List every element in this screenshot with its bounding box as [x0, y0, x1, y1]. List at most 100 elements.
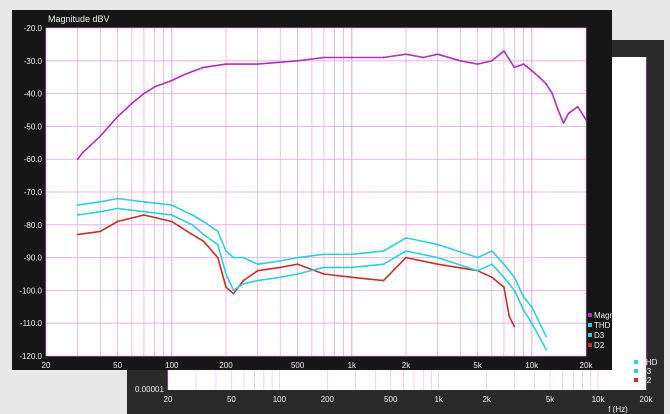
data-point-magn — [551, 92, 554, 95]
data-point-thd — [216, 230, 219, 233]
data-point-d2 — [242, 279, 245, 282]
data-point-d3 — [225, 273, 227, 275]
data-point-d3 — [530, 322, 533, 325]
x-tick-label: 20 — [42, 361, 51, 370]
x-tick-label: 100 — [165, 361, 179, 370]
data-point-d3 — [545, 348, 547, 351]
y-tick-label: -90.0 — [24, 254, 43, 263]
x-tick-label: 50 — [113, 361, 122, 370]
data-point-thd — [202, 220, 205, 223]
data-point-magn — [538, 76, 541, 79]
legend-label: D2 — [594, 341, 605, 350]
y-tick-label: -120.0 — [19, 352, 42, 361]
back-x-tick-label: 10k — [592, 395, 606, 404]
data-point-d3 — [99, 210, 102, 213]
data-point-magn — [99, 135, 102, 138]
y-tick-label: -30.0 — [24, 57, 43, 66]
series-line-d3 — [77, 207, 547, 350]
data-point-magn — [576, 105, 579, 108]
data-point-d3 — [76, 214, 79, 216]
data-point-d2 — [76, 233, 79, 236]
data-point-d3 — [436, 256, 439, 259]
data-point-magn — [476, 63, 479, 65]
data-point-magn — [202, 66, 205, 69]
chart-title: Magnitude dBV — [48, 14, 110, 24]
data-point-thd — [513, 276, 516, 279]
y-tick-label: -40.0 — [24, 90, 43, 99]
legend-swatch — [588, 343, 592, 347]
data-point-magn — [143, 92, 145, 95]
data-point-magn — [382, 56, 385, 59]
data-point-magn — [436, 53, 439, 56]
series-line-d2 — [77, 214, 516, 327]
x-tick-label: 200 — [219, 361, 233, 370]
data-point-d2 — [225, 286, 227, 289]
data-point-thd — [242, 256, 245, 259]
back-x-tick-label: 5k — [546, 395, 555, 404]
data-point-d2 — [191, 233, 194, 236]
data-point-thd — [545, 335, 547, 338]
data-point-magn — [153, 86, 156, 88]
x-tick-label: 500 — [291, 361, 305, 370]
y-tick-label: -60.0 — [24, 155, 43, 164]
data-point-magn — [185, 73, 187, 75]
data-point-thd — [323, 253, 325, 256]
data-point-magn — [88, 145, 91, 147]
back-x-axis-label: f (Hz) — [608, 405, 628, 414]
back-x-tick-label: 20 — [164, 395, 173, 404]
data-point-magn — [459, 59, 462, 62]
data-point-d3 — [522, 309, 525, 311]
legend-swatch — [588, 323, 592, 327]
data-point-d3 — [216, 243, 219, 246]
data-point-d3 — [503, 276, 505, 279]
data-point-d2 — [405, 256, 407, 259]
back-x-tick-label: 50 — [227, 395, 236, 404]
data-point-thd — [436, 243, 439, 246]
series-line-thd — [77, 197, 547, 337]
data-point-thd — [232, 256, 235, 259]
data-point-thd — [99, 200, 102, 203]
data-point-d3 — [202, 233, 205, 236]
data-point-d2 — [490, 276, 493, 279]
data-point-magn — [405, 53, 407, 56]
data-point-d2 — [99, 230, 102, 233]
back-legend-swatch — [634, 369, 638, 373]
data-point-d2 — [436, 263, 439, 266]
data-point-d2 — [508, 315, 511, 318]
data-point-magn — [585, 118, 587, 121]
data-point-d3 — [513, 289, 516, 292]
y-tick-label: -80.0 — [24, 221, 43, 230]
y-tick-label: -20.0 — [24, 24, 43, 33]
data-point-magn — [81, 151, 84, 154]
y-tick-label: -100.0 — [19, 286, 42, 295]
data-point-d2 — [296, 263, 299, 266]
data-point-d3 — [279, 276, 282, 279]
data-point-thd — [76, 204, 79, 207]
data-point-d3 — [323, 266, 325, 269]
data-point-thd — [405, 237, 407, 239]
y-tick-label: -70.0 — [24, 188, 43, 197]
data-point-thd — [143, 200, 145, 203]
back-legend-label: D2 — [641, 376, 652, 385]
legend-label: THD — [594, 321, 611, 330]
data-point-d2 — [116, 220, 119, 223]
back-x-tick-label: 200 — [321, 395, 335, 404]
data-point-d2 — [513, 325, 516, 328]
data-point-d2 — [279, 266, 282, 269]
data-point-magn — [567, 112, 570, 115]
legend-swatch — [588, 333, 592, 337]
data-point-thd — [191, 214, 194, 216]
data-point-magn — [422, 56, 425, 59]
back-legend-label: THD — [641, 358, 658, 367]
data-point-d3 — [476, 269, 479, 272]
data-point-d3 — [490, 263, 493, 266]
data-point-magn — [170, 79, 173, 82]
back-y-tick-label: 0.00001 — [135, 385, 164, 394]
data-point-magn — [530, 69, 533, 72]
data-point-magn — [562, 122, 565, 125]
data-point-thd — [116, 197, 119, 200]
data-point-magn — [116, 115, 119, 118]
data-point-magn — [130, 102, 133, 105]
data-point-d3 — [232, 289, 235, 292]
back-x-tick-label: 2k — [482, 395, 491, 404]
